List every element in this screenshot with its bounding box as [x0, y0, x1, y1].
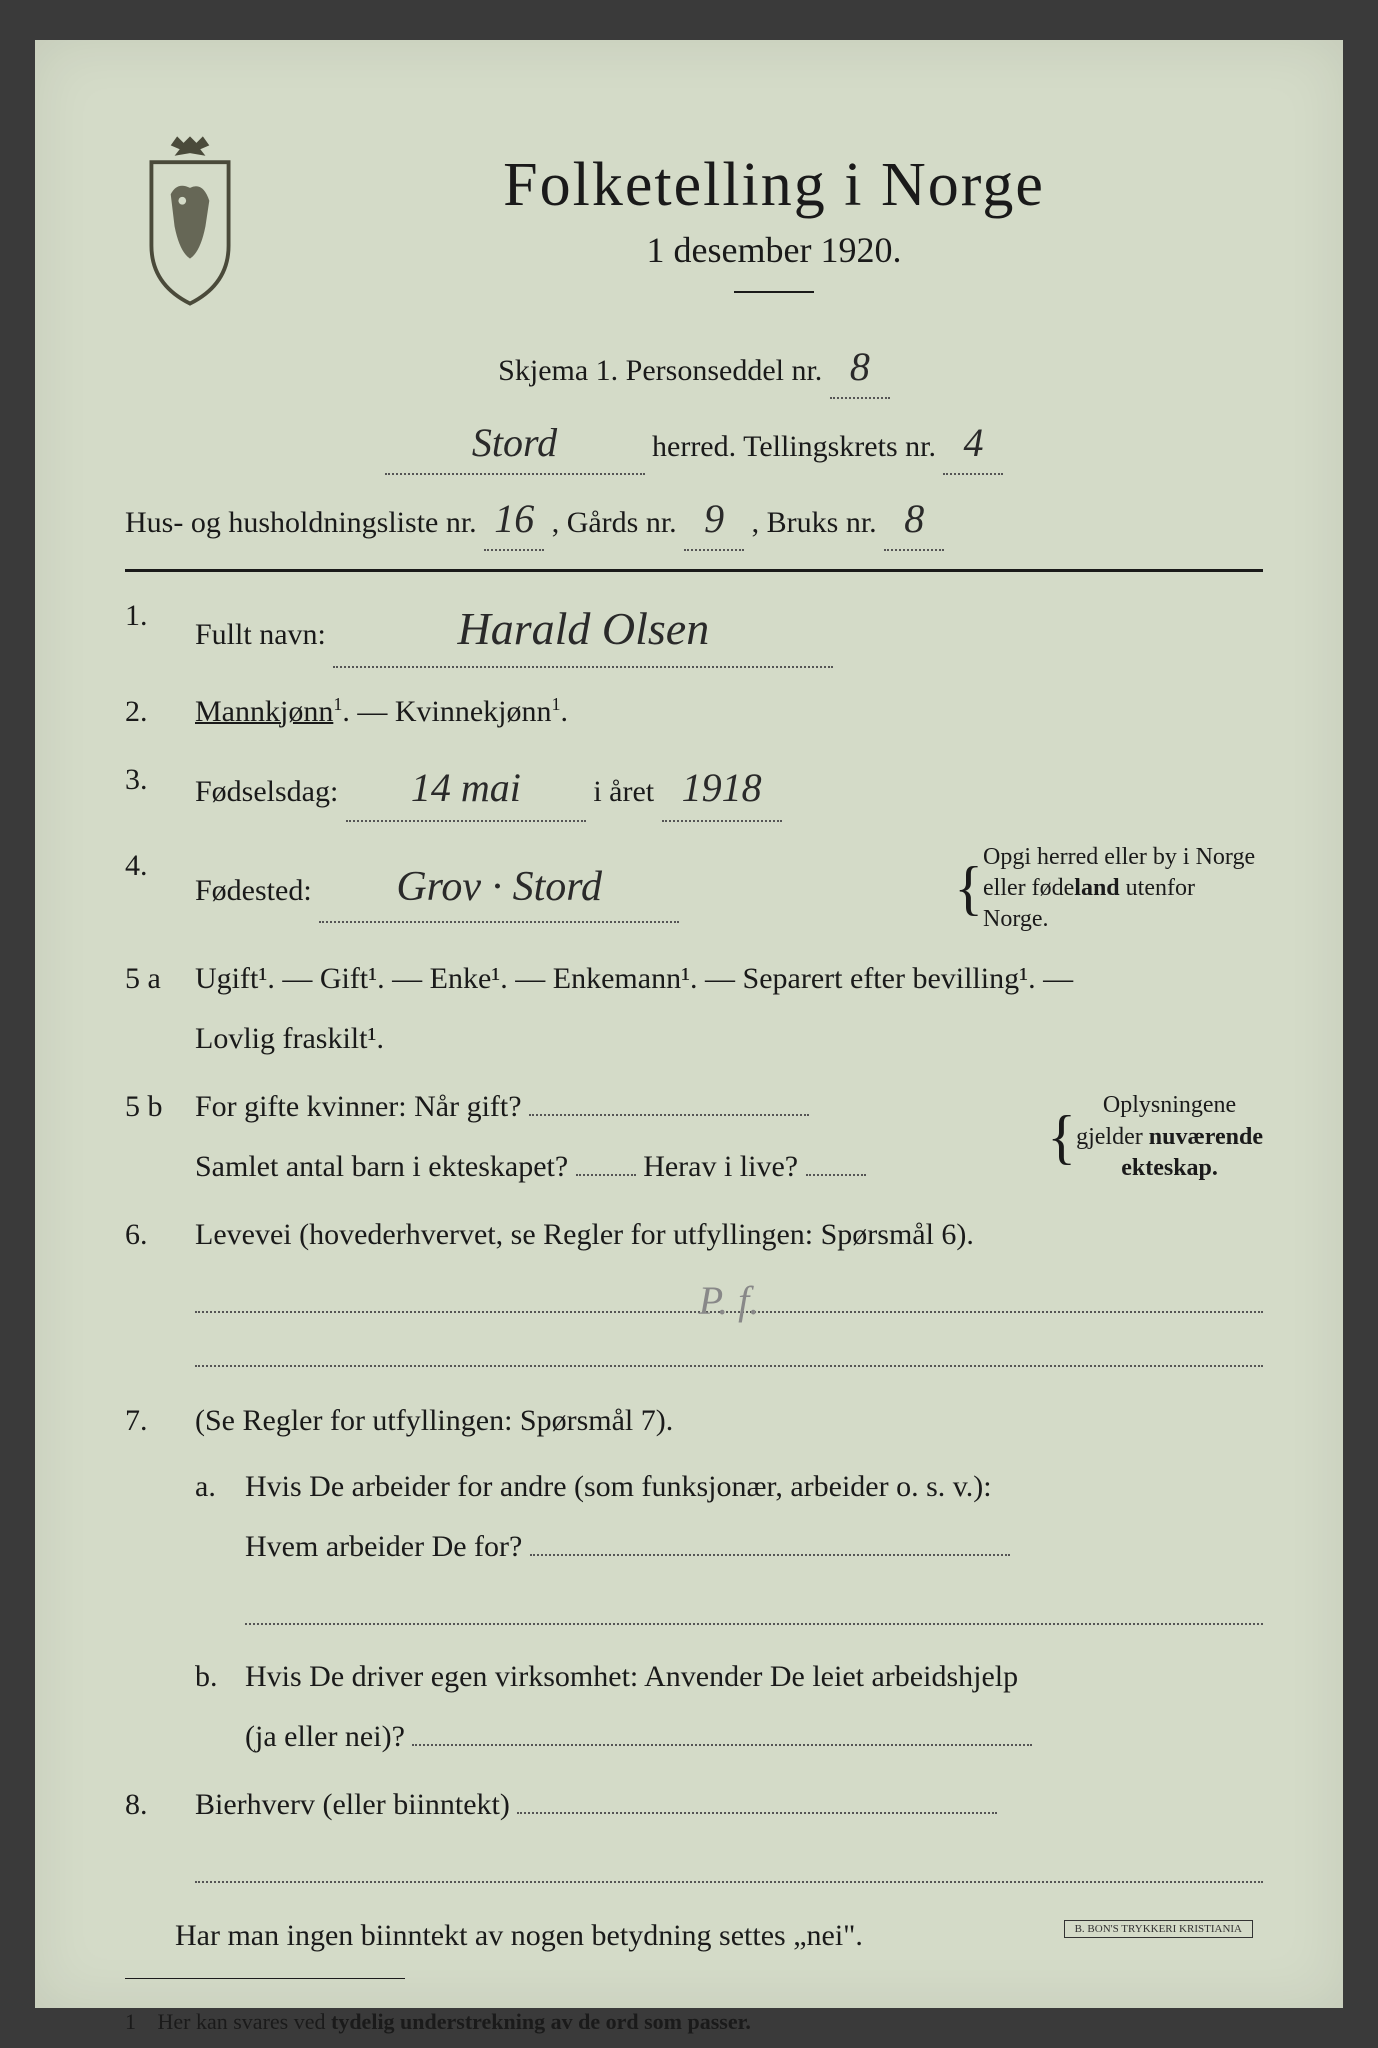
q4-side-note: { Opgi herred eller by i Norge eller fød… — [954, 842, 1263, 936]
q5b-gift-blank — [529, 1114, 809, 1116]
footnote: 1 Her kan svares ved tydelig understrekn… — [125, 2009, 1263, 2035]
census-form-page: Folketelling i Norge 1 desember 1920. Sk… — [35, 40, 1343, 2008]
q7b-label: b. — [195, 1653, 245, 1761]
q1: 1. Fullt navn: Harald Olsen — [125, 592, 1263, 668]
printer-stamp: B. BON'S TRYKKERI KRISTIANIA — [1064, 1920, 1253, 1938]
brace-icon-2: { — [1047, 1113, 1076, 1161]
q7a-2: Hvem arbeider De for? — [245, 1530, 522, 1563]
skjema-line: Skjema 1. Personseddel nr. 8 — [125, 337, 1263, 399]
q6-fill1: P. f. — [195, 1269, 1263, 1313]
q7a-fill — [245, 1581, 1263, 1625]
q5b-side2: gjelder — [1076, 1124, 1149, 1150]
q5a-text2: Lovlig fraskilt¹. — [195, 1015, 1263, 1063]
hus-prefix: Hus- og husholdningsliste nr. — [125, 506, 477, 539]
q4-num: 4. — [125, 842, 195, 936]
q1-label: Fullt navn: — [195, 618, 326, 651]
q7a-1: Hvis De arbeider for andre (som funksjon… — [245, 1463, 1263, 1511]
q3-label: Fødselsdag: — [195, 775, 338, 808]
subtitle: 1 desember 1920. — [285, 229, 1263, 271]
footnote-bold: tydelig understrekning av de ord som pas… — [331, 2009, 751, 2034]
q7: 7. (Se Regler for utfyllingen: Spørsmål … — [125, 1397, 1263, 1761]
q2-end: . — [560, 695, 568, 728]
header: Folketelling i Norge 1 desember 1920. — [125, 130, 1263, 323]
q5b-l2b: Herav i live? — [643, 1150, 798, 1183]
q8-num: 8. — [125, 1781, 195, 1893]
q2-sep: . — — [342, 695, 395, 728]
liste-nr: 16 — [484, 489, 544, 551]
herred-line: Stord herred. Tellingskrets nr. 4 — [125, 413, 1263, 475]
q3-day: 14 mai — [346, 756, 586, 822]
q7b-blank — [412, 1744, 1032, 1746]
q5b-side-note: { Oplysningene gjelder nuværende ekteska… — [1047, 1090, 1263, 1184]
q7a-label: a. — [195, 1463, 245, 1635]
q6-text: Levevei (hovederhvervet, se Regler for u… — [195, 1211, 1263, 1259]
title-divider — [734, 291, 814, 293]
q4-side2: eller føde — [983, 875, 1074, 901]
q7-text: (Se Regler for utfyllingen: Spørsmål 7). — [195, 1397, 1263, 1445]
q5b-live-blank — [806, 1174, 866, 1176]
q3-mid: i året — [593, 775, 654, 808]
bruks-label: , Bruks nr. — [752, 506, 877, 539]
hus-line: Hus- og husholdningsliste nr. 16 , Gårds… — [125, 489, 1263, 551]
q7b-2: (ja eller nei)? — [245, 1720, 405, 1753]
q6-num: 6. — [125, 1211, 195, 1377]
bruks-nr: 8 — [884, 489, 944, 551]
q4-side1: Opgi herred eller by i Norge — [983, 842, 1263, 873]
q4-side2b: land — [1074, 875, 1119, 901]
q5b-side1: Oplysningene — [1076, 1090, 1263, 1121]
q4: 4. Fødested: Grov · Stord { Opgi herred … — [125, 842, 1263, 936]
main-title: Folketelling i Norge — [285, 150, 1263, 221]
q1-value: Harald Olsen — [333, 592, 833, 668]
q5a-num: 5 a — [125, 955, 195, 1063]
q5b-barn-blank — [576, 1174, 636, 1176]
q4-label: Fødested: — [195, 874, 312, 907]
footnote-text: Her kan svares ved — [158, 2009, 332, 2034]
q7-num: 7. — [125, 1397, 195, 1761]
q6-value: P. f. — [691, 1269, 767, 1333]
q2-kvinne: Kvinnekjønn — [395, 695, 552, 728]
brace-icon: { — [954, 864, 983, 912]
q8-text: Bierhverv (eller biinntekt) — [195, 1788, 510, 1821]
skjema-prefix: Skjema 1. Personseddel nr. — [498, 354, 822, 387]
gards-label: , Gårds nr. — [552, 506, 677, 539]
q5b-l1a: For gifte kvinner: Når gift? — [195, 1090, 522, 1123]
q2-mann: Mannkjønn — [195, 695, 333, 728]
tellingskrets-nr: 4 — [943, 413, 1003, 475]
q8-fill — [195, 1839, 1263, 1883]
q3: 3. Fødselsdag: 14 mai i året 1918 — [125, 756, 1263, 822]
q5b: 5 b For gifte kvinner: Når gift? Samlet … — [125, 1083, 1263, 1191]
divider-thick — [125, 569, 1263, 572]
q3-num: 3. — [125, 756, 195, 822]
q5b-side3: ekteskap. — [1076, 1153, 1263, 1184]
q6: 6. Levevei (hovederhvervet, se Regler fo… — [125, 1211, 1263, 1377]
title-block: Folketelling i Norge 1 desember 1920. — [285, 130, 1263, 323]
q2: 2. Mannkjønn1. — Kvinnekjønn1. — [125, 688, 1263, 736]
q7a-blank — [530, 1554, 1010, 1556]
q2-sup1: 1 — [333, 694, 342, 714]
footnote-separator — [125, 1978, 405, 1979]
q5a-text: Ugift¹. — Gift¹. — Enke¹. — Enkemann¹. —… — [195, 955, 1263, 1003]
footnote-num: 1 — [125, 2009, 136, 2034]
q5b-num: 5 b — [125, 1083, 195, 1191]
personseddel-nr: 8 — [830, 337, 890, 399]
q2-num: 2. — [125, 688, 195, 736]
q3-year: 1918 — [662, 756, 782, 822]
q8: 8. Bierhverv (eller biinntekt) — [125, 1781, 1263, 1893]
herred-label: herred. Tellingskrets nr. — [652, 430, 936, 463]
q7b-1: Hvis De driver egen virksomhet: Anvender… — [245, 1653, 1263, 1701]
q5b-l2a: Samlet antal barn i ekteskapet? — [195, 1150, 568, 1183]
q5b-side2b: nuværende — [1149, 1124, 1263, 1150]
herred-name: Stord — [385, 413, 645, 475]
coat-of-arms-icon — [125, 130, 255, 310]
q8-blank — [517, 1812, 997, 1814]
q4-value: Grov · Stord — [319, 854, 679, 923]
gards-nr: 9 — [684, 489, 744, 551]
q5a: 5 a Ugift¹. — Gift¹. — Enke¹. — Enkemann… — [125, 955, 1263, 1063]
q1-num: 1. — [125, 592, 195, 668]
